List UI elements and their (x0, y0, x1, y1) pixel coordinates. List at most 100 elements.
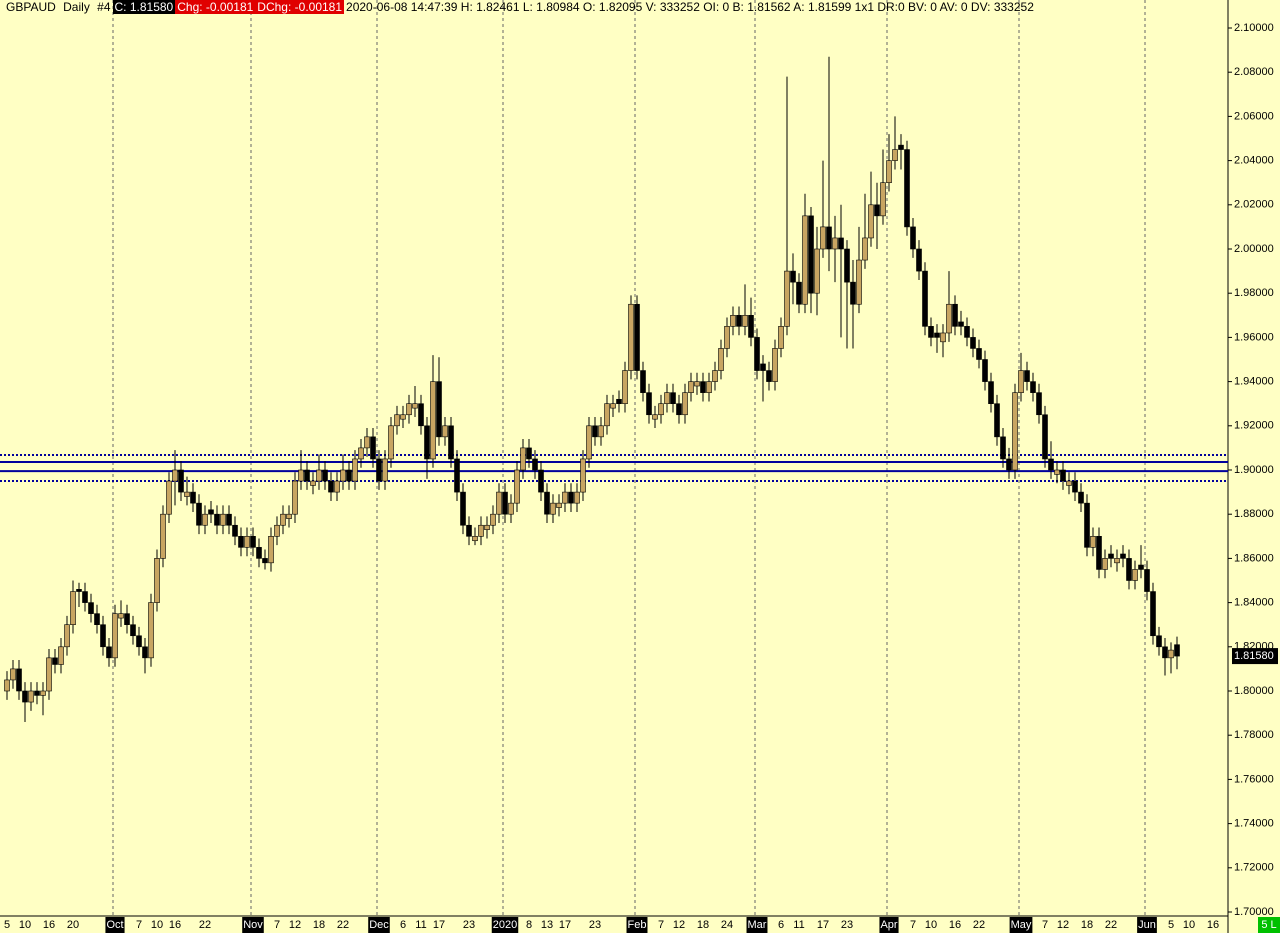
y-tick-label: 1.80000 (1234, 685, 1274, 697)
candle-body (526, 447, 532, 460)
candle-body (154, 558, 160, 603)
candle-body (136, 635, 142, 648)
candle-body (1108, 553, 1114, 559)
candle-body (460, 491, 466, 526)
candle-body (178, 469, 184, 493)
candle-body (388, 425, 394, 460)
x-tick-label: Feb (628, 919, 647, 931)
candle-body (1066, 480, 1072, 486)
candle-body (166, 480, 172, 515)
candle-body (1156, 635, 1162, 648)
candle-body (238, 535, 244, 548)
candle-body (814, 248, 820, 294)
x-tick-label: 12 (673, 919, 685, 931)
candle-body (376, 458, 382, 482)
candle-body (52, 657, 58, 665)
candle-body (466, 524, 472, 537)
month-label-bg (105, 917, 125, 933)
month-label-bg (879, 917, 899, 933)
x-tick-label: 23 (463, 919, 475, 931)
candle-body (70, 591, 76, 625)
y-tick-label: 1.72000 (1234, 862, 1274, 874)
candle-body (1042, 414, 1048, 460)
x-tick-label: 2020 (493, 919, 517, 931)
candle-body (916, 248, 922, 272)
candle-body (508, 502, 514, 515)
candle-body (652, 414, 658, 420)
candle-body (316, 469, 322, 482)
candle-body (730, 314, 736, 327)
candle-body (856, 259, 862, 305)
candle-body (400, 414, 406, 420)
candle-body (1060, 469, 1066, 482)
header: GBPAUD Daily #4 C: 1.81580 Chg: -0.00181 DC… (4, 0, 1036, 15)
month-label-bg (1137, 917, 1157, 933)
candle-body (880, 182, 886, 217)
candle-body (922, 270, 928, 327)
candle-body (940, 332, 946, 343)
candle-body (1012, 392, 1018, 471)
x-tick-label: 6 (400, 919, 406, 931)
candle-body (40, 690, 46, 696)
quote-info: 2020-06-08 14:47:39 H: 1.82461 L: 1.8098… (346, 0, 1034, 14)
candle-body (574, 491, 580, 504)
x-tick-label: 7 (274, 919, 280, 931)
x-tick-label: 16 (169, 919, 181, 931)
candle-body (502, 491, 508, 515)
x-tick-label: Nov (243, 919, 263, 931)
y-tick-label: 1.94000 (1234, 376, 1274, 388)
candle-body (964, 326, 970, 338)
x-tick-label: 22 (337, 919, 349, 931)
candle-body (1168, 649, 1174, 659)
candle-body (958, 321, 964, 327)
candle-body (220, 513, 226, 526)
x-tick-label: 12 (1057, 919, 1069, 931)
candle-body (406, 403, 412, 416)
candle-body (712, 370, 718, 382)
candle-body (130, 624, 136, 637)
x-tick-label: 10 (1183, 919, 1195, 931)
candle-body (904, 149, 910, 228)
candle-body (532, 458, 538, 471)
candle-body (196, 502, 202, 526)
candle-body (976, 348, 982, 360)
candle-body (796, 281, 802, 305)
month-label-bg (491, 917, 519, 933)
candle-body (22, 690, 28, 703)
candle-body (736, 314, 742, 327)
candle-body (1138, 564, 1144, 570)
candle-body (874, 204, 880, 217)
candle-body (682, 392, 688, 416)
candle-body (106, 646, 112, 659)
change-box: Chg: -0.00181 (175, 0, 256, 14)
candle-body (664, 392, 670, 404)
candle-body (172, 469, 178, 482)
candle-body (1102, 558, 1108, 570)
x-tick-label: Apr (880, 919, 897, 931)
x-tick-label: 6 (778, 919, 784, 931)
y-tick-label: 2.10000 (1234, 22, 1274, 34)
month-label-bg (1009, 917, 1033, 933)
candle-body (790, 270, 796, 283)
candle-body (1078, 491, 1084, 504)
x-tick-label: 11 (793, 919, 804, 931)
candle-body (640, 370, 646, 393)
x-tick-label: Mar (748, 919, 767, 931)
candle-body (430, 381, 436, 460)
candle-body (886, 160, 892, 184)
candle-body (544, 491, 550, 515)
candle-body (412, 403, 418, 409)
candle-body (4, 679, 10, 692)
candle-body (838, 237, 844, 250)
y-tick-label: 1.98000 (1234, 287, 1274, 299)
last-price-box (1232, 648, 1278, 665)
candle-body (1144, 569, 1150, 592)
x-tick-label: 5 (1168, 919, 1174, 931)
candle-body (562, 491, 568, 504)
candle-body (370, 436, 376, 460)
candle-body (994, 403, 1000, 438)
y-tick-label: 2.06000 (1234, 110, 1274, 122)
y-tick-label: 1.88000 (1234, 508, 1274, 520)
candle-body (1090, 535, 1096, 548)
candle-body (226, 513, 232, 526)
